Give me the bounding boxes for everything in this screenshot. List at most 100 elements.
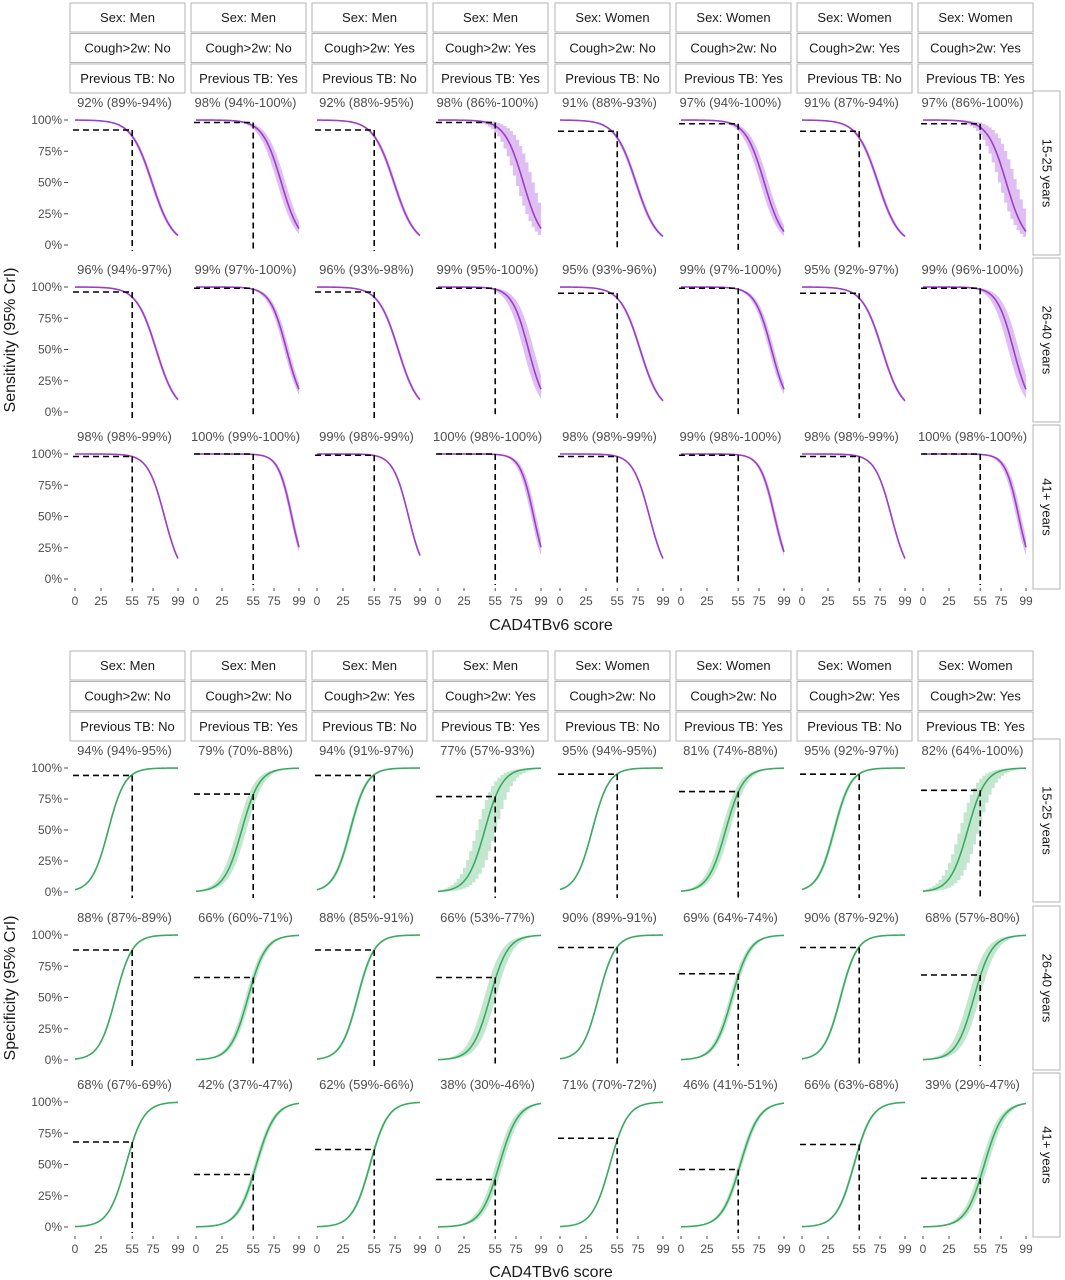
credible-band [438, 1102, 541, 1227]
estimate-line [922, 934, 1027, 1061]
facet-strip-label: Previous TB: No [807, 719, 901, 734]
panel-specificity-r2-c5: 46% (41%-51%) 0 25 55 75 99 [678, 1077, 791, 1256]
panel-annotation: 98% (86%-100%) [437, 95, 539, 110]
panel-annotation: 66% (63%-68%) [804, 1077, 899, 1092]
x-tick-label: 55 [974, 1242, 988, 1256]
credible-band [923, 1102, 1026, 1227]
facet-strip-box [432, 650, 549, 681]
panel-sensitivity-r0-c5: 97% (94%-100%) [679, 95, 785, 251]
estimate-line [195, 119, 300, 230]
facet-strip-label: Cough>2w: Yes [324, 41, 415, 56]
facet-strip-label: Previous TB: Yes [199, 719, 298, 734]
panel-specificity-r0-c0: 94% (94%-95%) [73, 743, 179, 898]
facet-strip-label: Cough>2w: No [205, 41, 291, 56]
panel-annotation: 95% (92%-97%) [804, 262, 899, 277]
panel-annotation: 42% (37%-47%) [198, 1077, 293, 1092]
panel-annotation: 99% (95%-100%) [437, 262, 539, 277]
estimate-line [802, 453, 906, 559]
x-tick-label: 75 [873, 594, 887, 608]
panel-specificity-r1-c4: 90% (89%-91%) [558, 910, 664, 1066]
credible-band [923, 454, 1026, 556]
x-tick-label: 25 [821, 1242, 835, 1256]
estimate-line [74, 934, 179, 1060]
facet-strip-box [796, 33, 913, 63]
y-tick-label: 25% [38, 854, 62, 868]
estimate-line [680, 767, 785, 893]
x-tick-label: 25 [336, 1242, 350, 1256]
x-tick-label: 55 [611, 1242, 625, 1256]
x-tick-label: 0 [678, 1242, 685, 1256]
panel-specificity-r2-c1: 42% (37%-47%) 0 25 55 75 99 [193, 1077, 306, 1256]
x-tick-label: 0 [920, 1242, 927, 1256]
x-tick-label: 99 [656, 594, 670, 608]
panel-annotation: 96% (94%-97%) [77, 262, 172, 277]
facet-strip-box [311, 681, 428, 711]
credible-band [438, 287, 541, 399]
facet-strip-label: Sex: Men [221, 658, 276, 673]
row-strip-label: 26-40 years [1040, 306, 1055, 375]
panel-specificity-r1-c7: 68% (57%-80%) [921, 910, 1027, 1066]
panel-sensitivity-r2-c7: 100% (98%-100%) 0 25 55 75 99 [918, 429, 1033, 608]
panel-annotation: 98% (94%-100%) [195, 95, 297, 110]
estimate-line [923, 453, 1027, 548]
facet-strip-label: Previous TB: No [807, 71, 901, 86]
panel-specificity-r1-c0: 88% (87%-89%) [73, 910, 179, 1066]
panel-specificity-r2-c2: 62% (59%-66%) 0 25 55 75 99 [314, 1077, 427, 1256]
estimate-line [680, 119, 785, 232]
facet-strip-label: Previous TB: Yes [199, 71, 298, 86]
facet-strip-label: Previous TB: No [80, 719, 174, 734]
x-tick-label: 55 [247, 1242, 261, 1256]
facet-strip-label: Previous TB: Yes [441, 719, 540, 734]
credible-band [923, 120, 1026, 240]
facet-strip-label: Sex: Men [100, 658, 155, 673]
estimate-line [316, 1101, 421, 1228]
estimate-line [680, 1102, 785, 1228]
row-strip-box [1032, 1072, 1061, 1238]
panel-annotation: 98% (98%-99%) [562, 429, 657, 444]
y-tick-label: 100% [31, 447, 62, 461]
panel-annotation: 99% (97%-100%) [680, 262, 782, 277]
panel-annotation: 38% (30%-46%) [440, 1077, 535, 1092]
estimate-line [438, 453, 542, 548]
panel-specificity-r2-c0: 68% (67%-69%) 0 25 55 75 99 [72, 1077, 185, 1256]
facet-strip-box [675, 63, 792, 94]
facet-strip-box [311, 650, 428, 681]
y-tick-label: 50% [38, 991, 62, 1005]
y-tick-label: 50% [38, 1158, 62, 1172]
facet-strip-label: Previous TB: No [322, 719, 416, 734]
facet-strip-label: Cough>2w: Yes [809, 689, 900, 704]
facet-strip-label: Cough>2w: No [84, 689, 170, 704]
panel-sensitivity-r2-c0: 98% (98%-99%) 0 25 55 75 99 [72, 429, 185, 608]
facet-strip-box [554, 681, 671, 711]
facet-strip-label: Cough>2w: No [690, 41, 776, 56]
x-tick-label: 0 [557, 594, 564, 608]
facet-strip-label: Previous TB: Yes [441, 71, 540, 86]
x-tick-label: 99 [171, 594, 185, 608]
credible-band [317, 454, 420, 558]
y-axis-title: Sensitivity (95% CrI) [2, 268, 19, 413]
panel-annotation: 66% (53%-77%) [440, 910, 535, 925]
y-tick-label: 75% [38, 1126, 62, 1140]
row-strip-label: 41+ years [1040, 1126, 1055, 1184]
estimate-line [317, 453, 421, 556]
panel-specificity-r1-c1: 66% (60%-71%) [194, 910, 300, 1066]
panel-annotation: 94% (94%-95%) [77, 743, 172, 758]
row-strip-box [1032, 257, 1061, 423]
facet-strip-label: Sex: Men [342, 10, 397, 25]
credible-band [317, 935, 420, 1060]
facet-strip-box [190, 711, 307, 742]
panel-annotation: 96% (93%-98%) [319, 262, 414, 277]
estimate-line [680, 286, 785, 390]
estimate-line [801, 767, 906, 891]
x-tick-label: 55 [732, 594, 746, 608]
credible-band [802, 935, 905, 1059]
estimate-line [559, 119, 664, 237]
x-tick-label: 55 [368, 1242, 382, 1256]
panel-sensitivity-r0-c0: 92% (89%-94%) [73, 95, 179, 251]
facet-strip-label: Sex: Women [696, 658, 770, 673]
row-strip-box [1032, 90, 1061, 256]
panel-sensitivity-r1-c0: 96% (94%-97%) [73, 262, 179, 418]
x-tick-label: 75 [752, 594, 766, 608]
credible-band [75, 768, 178, 890]
